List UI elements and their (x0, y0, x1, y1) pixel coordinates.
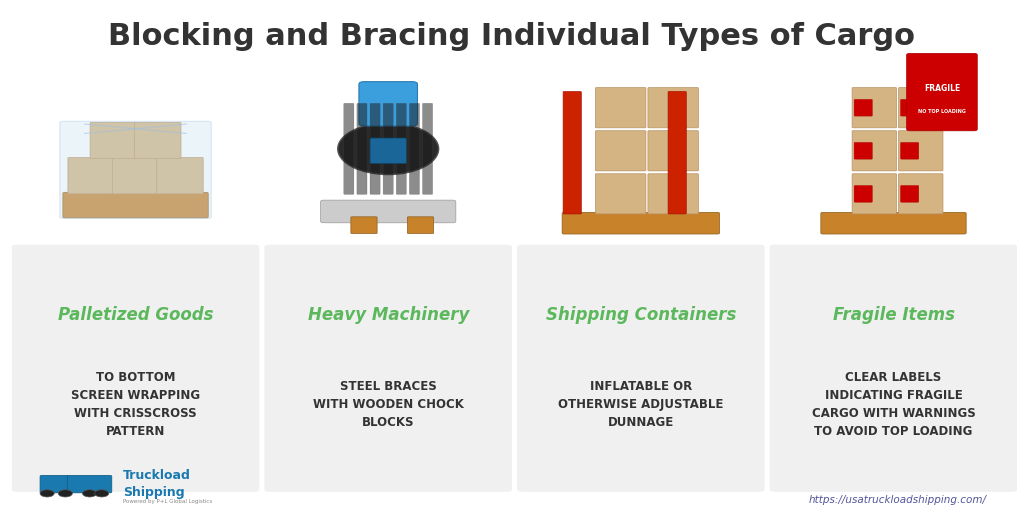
FancyBboxPatch shape (517, 245, 765, 492)
FancyBboxPatch shape (906, 54, 977, 131)
FancyBboxPatch shape (423, 104, 432, 194)
FancyBboxPatch shape (854, 185, 872, 202)
FancyBboxPatch shape (264, 245, 512, 492)
FancyBboxPatch shape (648, 131, 698, 171)
FancyBboxPatch shape (134, 123, 181, 159)
FancyBboxPatch shape (68, 158, 115, 194)
Text: FRAGILE: FRAGILE (924, 83, 961, 93)
Text: STEEL BRACES
WITH WOODEN CHOCK
BLOCKS: STEEL BRACES WITH WOODEN CHOCK BLOCKS (312, 380, 464, 429)
FancyBboxPatch shape (344, 104, 354, 194)
FancyBboxPatch shape (59, 122, 211, 218)
FancyBboxPatch shape (668, 92, 686, 214)
FancyBboxPatch shape (383, 104, 393, 194)
FancyBboxPatch shape (351, 217, 377, 233)
FancyBboxPatch shape (648, 174, 698, 214)
FancyBboxPatch shape (408, 217, 433, 233)
FancyBboxPatch shape (648, 88, 698, 128)
FancyBboxPatch shape (321, 200, 456, 223)
FancyBboxPatch shape (562, 212, 720, 234)
Circle shape (338, 123, 438, 175)
FancyBboxPatch shape (370, 138, 407, 164)
FancyBboxPatch shape (854, 143, 872, 159)
Text: Shipping Containers: Shipping Containers (546, 306, 736, 324)
Circle shape (83, 490, 96, 497)
FancyBboxPatch shape (396, 104, 407, 194)
FancyBboxPatch shape (90, 123, 136, 159)
Text: Palletized Goods: Palletized Goods (57, 306, 213, 324)
FancyBboxPatch shape (898, 174, 943, 214)
FancyBboxPatch shape (854, 99, 872, 116)
FancyBboxPatch shape (595, 88, 646, 128)
Text: NO TOP LOADING: NO TOP LOADING (918, 109, 966, 114)
FancyBboxPatch shape (852, 88, 897, 128)
Text: Heavy Machinery: Heavy Machinery (307, 306, 469, 324)
Text: CLEAR LABELS
INDICATING FRAGILE
CARGO WITH WARNINGS
TO AVOID TOP LOADING: CLEAR LABELS INDICATING FRAGILE CARGO WI… (812, 371, 976, 438)
FancyBboxPatch shape (595, 131, 646, 171)
Text: Fragile Items: Fragile Items (833, 306, 954, 324)
FancyBboxPatch shape (900, 185, 919, 202)
FancyBboxPatch shape (40, 475, 70, 493)
FancyBboxPatch shape (68, 475, 112, 493)
Text: Powered by P+L Global Logistics: Powered by P+L Global Logistics (123, 499, 212, 504)
Text: INFLATABLE OR
OTHERWISE ADJUSTABLE
DUNNAGE: INFLATABLE OR OTHERWISE ADJUSTABLE DUNNA… (558, 380, 724, 429)
FancyBboxPatch shape (898, 131, 943, 171)
FancyBboxPatch shape (157, 158, 203, 194)
FancyBboxPatch shape (770, 245, 1017, 492)
Text: Blocking and Bracing Individual Types of Cargo: Blocking and Bracing Individual Types of… (109, 22, 915, 50)
FancyBboxPatch shape (852, 174, 897, 214)
Circle shape (40, 490, 54, 497)
FancyBboxPatch shape (410, 104, 420, 194)
FancyBboxPatch shape (357, 104, 367, 194)
Text: https://usatruckloadshipping.com/: https://usatruckloadshipping.com/ (809, 494, 987, 505)
FancyBboxPatch shape (852, 131, 897, 171)
FancyBboxPatch shape (62, 192, 208, 218)
FancyBboxPatch shape (821, 212, 967, 234)
Text: Truckload
Shipping: Truckload Shipping (123, 469, 190, 499)
FancyBboxPatch shape (898, 88, 943, 128)
FancyBboxPatch shape (113, 158, 159, 194)
FancyBboxPatch shape (370, 104, 380, 194)
Text: TO BOTTOM
SCREEN WRAPPING
WITH CRISSCROSS
PATTERN: TO BOTTOM SCREEN WRAPPING WITH CRISSCROS… (71, 371, 200, 438)
FancyBboxPatch shape (563, 92, 582, 214)
FancyBboxPatch shape (359, 82, 418, 126)
Circle shape (94, 490, 109, 497)
FancyBboxPatch shape (900, 99, 919, 116)
FancyBboxPatch shape (900, 143, 919, 159)
FancyBboxPatch shape (11, 245, 259, 492)
Circle shape (58, 490, 73, 497)
FancyBboxPatch shape (595, 174, 646, 214)
